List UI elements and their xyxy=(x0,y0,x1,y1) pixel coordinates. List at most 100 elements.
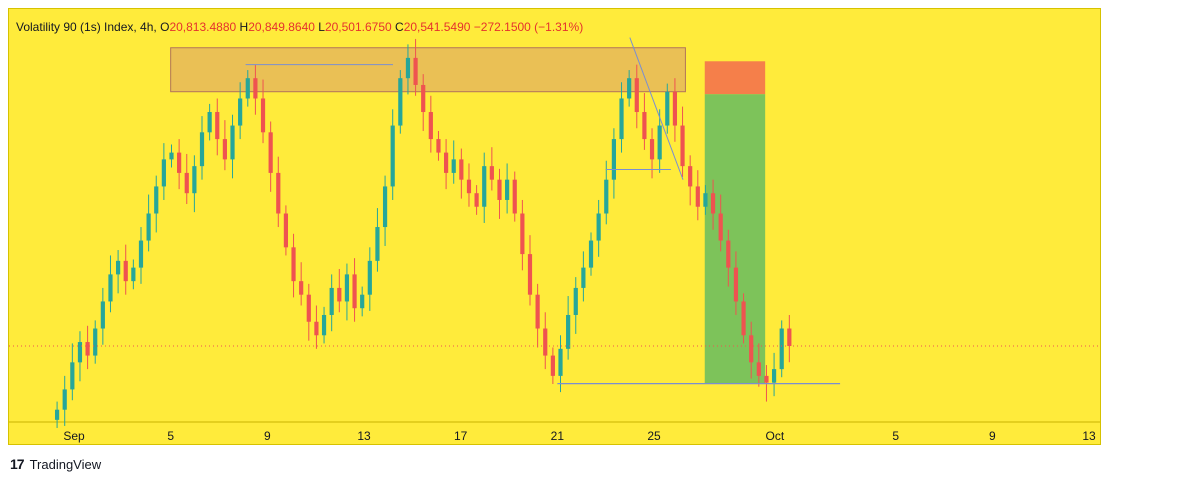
candle-body xyxy=(245,78,250,99)
candle-body xyxy=(634,78,639,113)
x-tick-label: 5 xyxy=(167,429,174,443)
candle-body xyxy=(344,274,350,302)
candle-body xyxy=(314,321,319,336)
candle-body xyxy=(329,287,334,315)
candle-body xyxy=(543,328,548,356)
symbol-label[interactable]: Volatility 90 (1s) Index, 4h, xyxy=(16,20,157,34)
candle-body xyxy=(771,369,777,383)
candle-body xyxy=(54,409,60,420)
x-tick-label: 13 xyxy=(357,429,371,443)
candle-body xyxy=(306,294,311,322)
candle-body xyxy=(642,112,647,140)
candle-body xyxy=(177,152,182,173)
candle-body xyxy=(520,213,525,255)
target-zone xyxy=(704,61,766,95)
candle-body xyxy=(138,240,144,268)
candle-body xyxy=(352,274,357,309)
x-tick-label: Sep xyxy=(63,429,85,443)
candle-body xyxy=(283,213,289,248)
candle-body xyxy=(169,152,174,160)
candle-body xyxy=(100,301,105,329)
candle-body xyxy=(497,179,502,200)
chart-area[interactable]: 25,500.000025,000.000024,500.000024,000.… xyxy=(8,8,1101,445)
candle-body xyxy=(474,193,479,207)
low-value: 20,501.6750 xyxy=(324,20,392,34)
candle-body xyxy=(321,314,327,336)
candle-body xyxy=(665,91,670,126)
candle-body xyxy=(527,254,533,295)
candle-body xyxy=(230,125,235,160)
brand-label[interactable]: TradingView xyxy=(29,456,102,472)
high-label: H xyxy=(239,20,249,34)
candle-body xyxy=(627,78,632,99)
candle-body xyxy=(375,227,380,261)
candle-body xyxy=(619,98,624,140)
candle-body xyxy=(184,172,189,194)
candle-body xyxy=(657,125,662,160)
x-tick-label: 25 xyxy=(647,429,661,443)
close-value: 20,541.5490 xyxy=(403,20,471,34)
x-tick-label: 9 xyxy=(989,429,996,443)
x-tick-label: 5 xyxy=(892,429,899,443)
candle-body xyxy=(337,287,342,302)
candle-body xyxy=(672,91,678,126)
candle-body xyxy=(253,78,258,99)
candle-body xyxy=(421,84,426,113)
candle-body xyxy=(291,247,296,282)
candle-body xyxy=(695,186,700,207)
candle-body xyxy=(787,328,792,347)
candle-body xyxy=(93,328,98,356)
candle-body xyxy=(596,213,601,241)
candle-body xyxy=(741,301,746,336)
candle-body xyxy=(505,179,510,200)
candle-body xyxy=(756,362,761,376)
candle-body xyxy=(558,348,563,376)
candle-body xyxy=(238,98,243,126)
candle-body xyxy=(215,112,220,140)
candle-body xyxy=(413,57,418,85)
candle-body xyxy=(604,179,609,214)
candle-body xyxy=(680,125,685,167)
candle-body xyxy=(512,179,517,214)
candle-body xyxy=(192,166,197,194)
candle-body xyxy=(466,179,472,194)
candle-body xyxy=(276,172,281,214)
candle-body xyxy=(382,186,388,228)
candle-body xyxy=(436,139,441,153)
candle-body xyxy=(733,267,739,302)
candle-body xyxy=(268,132,273,173)
candle-body xyxy=(451,159,456,173)
x-tick-label: Oct xyxy=(765,429,784,443)
candle-body xyxy=(718,213,723,241)
close-label: C xyxy=(395,20,404,34)
footer: 17 TradingView xyxy=(10,456,101,472)
candle-body xyxy=(367,260,372,295)
chart-svg[interactable]: 25,500.000025,000.000024,500.000024,000.… xyxy=(9,9,1100,444)
candle-body xyxy=(116,260,121,275)
change-value: −272.1500 (−1.31%) xyxy=(473,20,584,34)
candle-body xyxy=(360,294,365,309)
candle-body xyxy=(146,213,151,241)
candle-body xyxy=(123,260,128,282)
candle-body xyxy=(566,314,571,349)
candle-body xyxy=(749,335,754,363)
candle-body xyxy=(779,328,784,370)
candle-body xyxy=(108,274,113,302)
open-label: O xyxy=(160,20,170,34)
open-value: 20,813.4880 xyxy=(169,20,237,34)
candle-body xyxy=(299,281,304,295)
tradingview-logo-icon[interactable]: 17 xyxy=(10,456,25,472)
candle-body xyxy=(459,159,464,180)
profit-zone xyxy=(704,94,766,384)
x-tick-label: 9 xyxy=(264,429,271,443)
candle-body xyxy=(428,112,433,140)
candle-body xyxy=(482,166,487,207)
high-value: 20,849.8640 xyxy=(248,20,315,34)
candle-body xyxy=(588,240,594,268)
x-tick-label: 21 xyxy=(551,429,565,443)
candle-body xyxy=(207,112,212,133)
candle-body xyxy=(85,342,90,356)
candle-body xyxy=(726,240,731,268)
candle-body xyxy=(260,98,266,133)
candle-body xyxy=(199,132,205,167)
